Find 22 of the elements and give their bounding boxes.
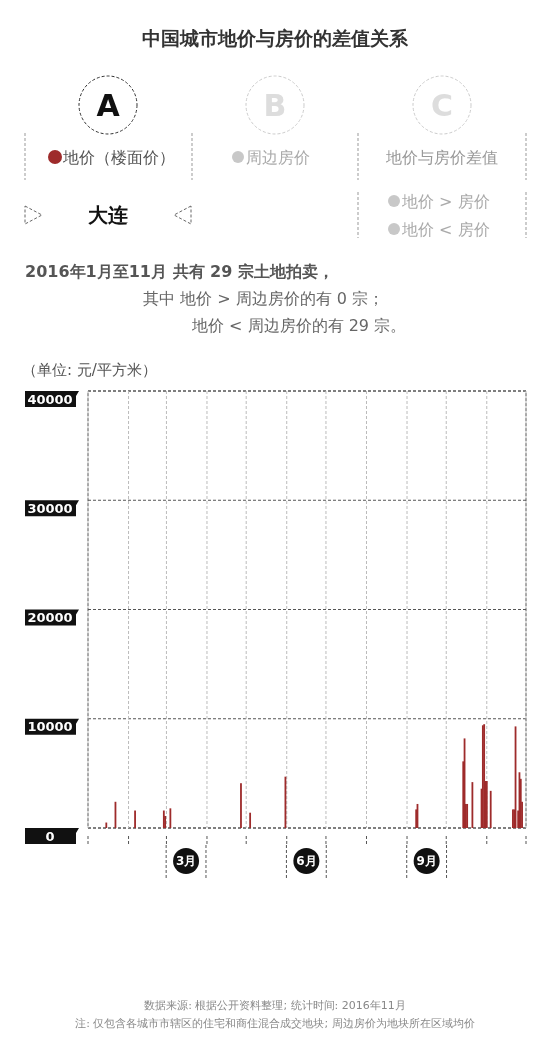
text: 2016年1月至11月 共有 29 宗土地拍卖， <box>25 261 334 281</box>
source-note: 数据来源: 根据公开资料整理; 统计时间: 2016年11月 <box>144 998 406 1012</box>
chart-subtitle: 大连 <box>88 203 128 227</box>
legend: 地价（楼面价） <box>48 147 175 167</box>
text: 地价 < 房价 <box>401 219 490 239</box>
chart-title: 中国城市地价与房价的差值关系 <box>142 27 409 49</box>
text: 周边房价 <box>246 147 310 167</box>
text: 地价与房价差值 <box>385 147 498 167</box>
x-tick-label: 3月 <box>175 854 197 868</box>
y-tick-label: 10000 <box>27 719 73 735</box>
y-tick-label: 40000 <box>27 391 73 407</box>
text: 其中 地价 > 周边房价的有 0 宗； <box>143 288 385 308</box>
y-tick-label: 20000 <box>27 610 73 625</box>
x-tick-label: 6月 <box>296 854 317 868</box>
text: 地价 < 周边房价的有 29 宗。 <box>191 315 407 335</box>
text: A <box>96 87 121 123</box>
y-axis-title: （单位: 元/平方米） <box>22 361 157 379</box>
text: 注: 仅包含各城市市辖区的住宅和商住混合成交地块; 周边房价为地块所在区域均价 <box>75 1016 475 1030</box>
y-tick-label: 30000 <box>27 500 73 516</box>
text: 地价 > 房价 <box>401 191 490 211</box>
x-tick-label: 9月 <box>416 854 437 868</box>
y-tick-label: 0 <box>45 828 55 844</box>
